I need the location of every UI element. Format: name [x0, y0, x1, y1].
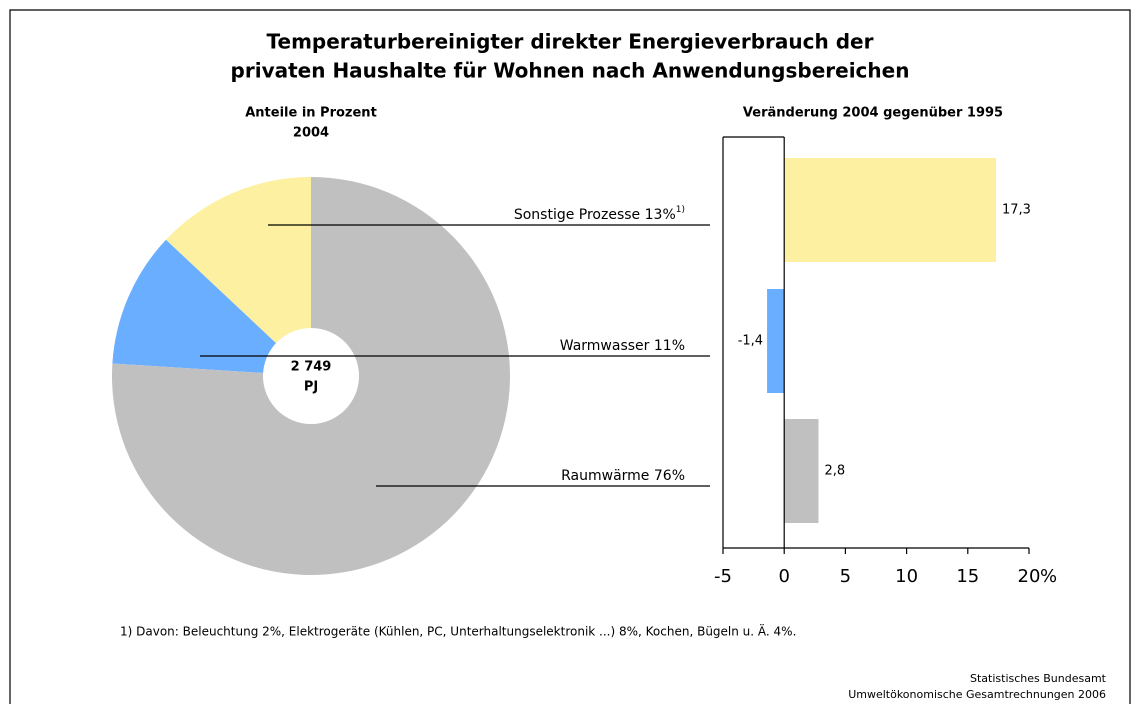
value-label: 17,3: [1002, 203, 1031, 218]
value-label: 13%: [645, 207, 676, 223]
footnote-mark: 1): [676, 205, 685, 215]
slice-label: Raumwärme 76%: [561, 468, 685, 484]
source: Umweltökonomische Gesamtrechnungen 2006: [848, 688, 1106, 701]
x-unit: %: [1040, 566, 1057, 587]
bar: [784, 158, 996, 262]
donut-hole: [263, 328, 359, 424]
category: Sonstige Prozesse: [514, 207, 640, 223]
pie-subtitle: Anteile in Prozent: [245, 106, 377, 121]
pie-slice: [165, 177, 311, 376]
pie-subtitle: 2004: [293, 126, 329, 141]
center-label: 2 749: [291, 360, 332, 375]
title: privaten Haushalte für Wohnen nach Anwen…: [231, 59, 910, 83]
value-label: -1,4: [738, 334, 763, 349]
x-tick-label: 20: [1018, 566, 1041, 587]
source: Statistisches Bundesamt: [970, 672, 1107, 685]
pie-slice: [112, 239, 312, 376]
title: Temperaturbereinigter direkter Energieve…: [267, 30, 874, 54]
value-label: 2,8: [824, 464, 845, 479]
x-tick-label: 0: [778, 566, 789, 587]
slice-label: Sonstige Prozesse 13%1): [514, 205, 685, 224]
x-tick-label: -5: [714, 566, 732, 587]
value-label: 76%: [654, 468, 685, 484]
bar: [767, 289, 785, 393]
x-tick-label: 5: [840, 566, 851, 587]
category: Raumwärme: [561, 468, 649, 484]
bar-title: Veränderung 2004 gegenüber 1995: [743, 106, 1003, 121]
footnote: 1) Davon: Beleuchtung 2%, Elektrogeräte …: [120, 624, 796, 639]
slice-label: Warmwasser 11%: [560, 338, 685, 354]
frame: [9, 9, 1131, 704]
x-tick-label: 15: [956, 566, 979, 587]
category: Warmwasser: [560, 338, 650, 354]
value-label: 11%: [654, 338, 685, 354]
x-tick-label: 10: [895, 566, 918, 587]
center-unit: PJ: [304, 380, 318, 395]
bar: [784, 419, 819, 523]
